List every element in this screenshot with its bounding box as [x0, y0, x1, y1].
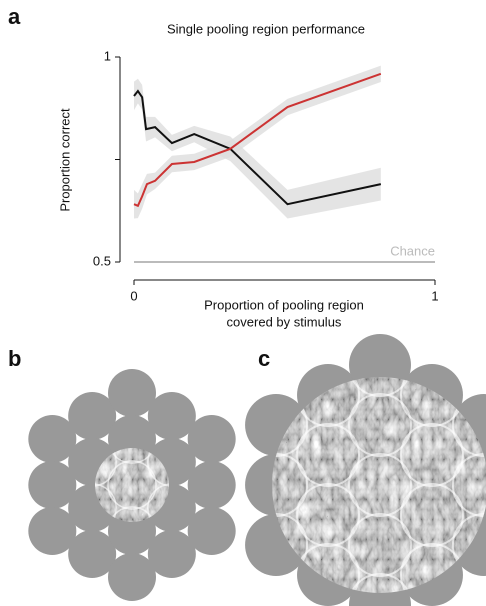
pooling-region — [147, 392, 196, 440]
pooling-outline — [107, 460, 157, 510]
panel-label: c — [258, 346, 270, 371]
pooling-outline — [348, 453, 412, 517]
pooling-outline — [399, 483, 464, 547]
pooling-outline — [107, 448, 157, 464]
pooling-region — [28, 461, 77, 509]
pooling-region — [28, 415, 77, 463]
line — [133, 72, 382, 208]
pooling-region — [187, 415, 236, 463]
pooling-region — [187, 461, 236, 509]
pooling-region — [108, 553, 156, 601]
x-tick-label: 0 — [130, 288, 137, 303]
pooling-outline — [399, 423, 464, 487]
pooling-region — [68, 530, 117, 578]
panel-label: a — [8, 4, 21, 29]
chance-label: Chance — [390, 243, 435, 258]
x-tick-label: 1 — [431, 288, 438, 303]
pooling-outline — [296, 423, 361, 487]
pooling-outline — [107, 506, 157, 522]
y-tick-label: 1 — [104, 48, 111, 63]
pooling-outline — [296, 483, 361, 547]
pooling-region — [108, 369, 156, 417]
pooling-outline — [95, 483, 117, 522]
pooling-region — [147, 530, 196, 578]
y-axis-label: Proportion correct — [57, 108, 72, 212]
pooling-outline — [147, 448, 169, 487]
line — [133, 89, 382, 206]
pooling-outline — [348, 377, 412, 397]
pooling-outline — [348, 393, 412, 457]
x-axis-label: covered by stimulus — [227, 314, 342, 329]
pooling-outline — [348, 573, 412, 593]
chart-title: Single pooling region performance — [167, 21, 365, 36]
pooling-outline — [348, 513, 412, 577]
y-tick-label: 0.5 — [93, 253, 111, 268]
pooling-outline — [95, 448, 117, 487]
panel-c-diagram — [245, 334, 486, 606]
error-band — [134, 65, 381, 219]
x-axis-label: Proportion of pooling region — [204, 297, 364, 312]
panel-label: b — [8, 346, 21, 371]
pooling-outline — [147, 483, 169, 522]
pooling-region — [187, 507, 236, 555]
error-band — [134, 78, 381, 219]
pooling-region — [68, 392, 117, 440]
panel-b-diagram — [28, 369, 236, 601]
pooling-region — [28, 507, 77, 555]
